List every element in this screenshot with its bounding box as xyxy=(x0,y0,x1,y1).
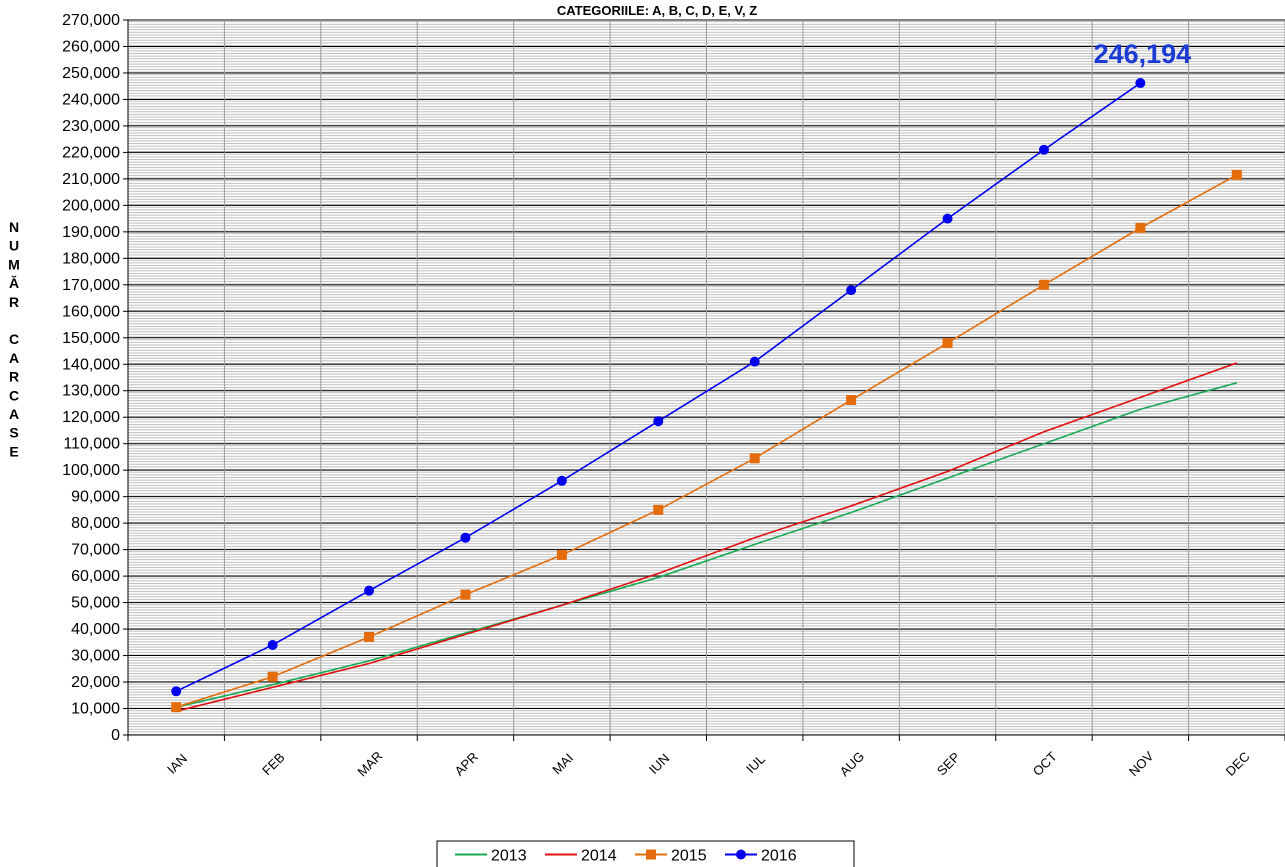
x-tick-label: DEC xyxy=(1223,749,1253,779)
x-tick-label: SEP xyxy=(934,749,963,778)
series-line-2014 xyxy=(176,362,1238,712)
x-tick-label: OCT xyxy=(1030,749,1060,779)
y-tick-label: 10,000 xyxy=(71,701,120,718)
y-tick-label: 170,000 xyxy=(62,277,120,294)
x-tick-label: APR xyxy=(452,749,482,779)
x-tick-label: AUG xyxy=(837,749,868,780)
y-tick-label: 220,000 xyxy=(62,144,120,161)
data-point-2015 xyxy=(749,453,760,464)
legend-label-2013: 2013 xyxy=(491,848,527,865)
data-point-2016 xyxy=(653,416,664,427)
axes xyxy=(127,20,1285,736)
data-point-2016 xyxy=(171,686,182,697)
data-point-2015 xyxy=(653,504,664,515)
data-point-2015 xyxy=(1038,279,1049,290)
x-axis-ticks: IAN FEB MAR APR MAI IUN IUL AUG SEP OCT NOV DEC xyxy=(127,735,1285,780)
data-point-2016 xyxy=(556,475,567,486)
data-point-2015 xyxy=(364,632,375,643)
y-tick-label: 210,000 xyxy=(62,171,120,188)
y-tick-label: 0 xyxy=(111,727,120,744)
y-tick-label: 70,000 xyxy=(71,542,120,559)
y-axis-label-char: A xyxy=(9,406,19,422)
data-point-2016 xyxy=(942,213,953,224)
vertical-gridlines xyxy=(223,20,1285,735)
y-tick-label: 30,000 xyxy=(71,648,120,665)
x-tick-label: NOV xyxy=(1126,748,1157,779)
y-tick-label: 130,000 xyxy=(62,383,120,400)
y-axis-label-char: E xyxy=(9,443,18,459)
y-tick-label: 260,000 xyxy=(62,38,120,55)
x-tick-label: IUL xyxy=(743,751,768,776)
y-axis-label-char: R xyxy=(9,294,19,310)
legend: 2013 2014 2015 2016 xyxy=(436,840,855,867)
y-tick-label: 80,000 xyxy=(71,515,120,532)
y-tick-label: 240,000 xyxy=(62,91,120,108)
legend-label-2014: 2014 xyxy=(581,848,617,865)
chart-title: CATEGORIILE: A, B, C, D, E, V, Z xyxy=(557,3,757,18)
data-point-2015 xyxy=(556,549,567,560)
y-axis-label-char: M xyxy=(8,256,20,272)
y-tick-label: 190,000 xyxy=(62,224,120,241)
y-tick-label: 180,000 xyxy=(62,250,120,267)
y-tick-label: 50,000 xyxy=(71,595,120,612)
y-tick-label: 250,000 xyxy=(62,65,120,82)
y-axis-label-char: U xyxy=(9,238,19,254)
data-point-2016 xyxy=(1038,144,1049,155)
y-axis-label-char: S xyxy=(9,425,18,441)
y-tick-label: 160,000 xyxy=(62,303,120,320)
data-point-2015 xyxy=(942,338,953,349)
y-tick-label: 140,000 xyxy=(62,356,120,373)
y-tick-label: 110,000 xyxy=(63,436,120,453)
series-lines xyxy=(171,78,1242,713)
legend-marker-2016 xyxy=(736,849,746,860)
y-axis-label-char: Ă xyxy=(9,275,19,291)
data-point-2016 xyxy=(846,285,857,296)
series-line-2013 xyxy=(176,382,1238,708)
y-tick-label: 150,000 xyxy=(62,330,120,347)
x-tick-label: FEB xyxy=(259,750,287,778)
y-tick-label: 90,000 xyxy=(71,489,120,506)
legend-label-2015: 2015 xyxy=(671,848,707,865)
data-point-2015 xyxy=(171,702,182,713)
y-axis-label-char: C xyxy=(9,331,19,347)
y-tick-label: 230,000 xyxy=(62,118,120,135)
y-tick-label: 270,000 xyxy=(62,12,120,29)
data-point-2015 xyxy=(846,395,857,406)
x-tick-label: MAI xyxy=(549,750,576,777)
y-tick-label: 120,000 xyxy=(62,409,120,426)
data-point-2016 xyxy=(460,532,471,543)
x-tick-label: MAR xyxy=(354,748,385,779)
y-axis-label-char: N xyxy=(9,219,19,235)
legend-marker-2015 xyxy=(646,849,656,860)
value-callout: 246,194 xyxy=(1094,39,1192,69)
data-point-2016 xyxy=(749,356,760,367)
y-axis-label-char: R xyxy=(9,369,19,385)
data-point-2016 xyxy=(267,639,278,650)
y-tick-label: 40,000 xyxy=(71,621,120,638)
y-axis-ticks: 0 10,000 20,000 30,000 40,000 50,000 60,000 70,… xyxy=(62,12,128,744)
data-point-2016 xyxy=(1135,78,1146,89)
data-point-2015 xyxy=(1231,169,1242,180)
data-point-2015 xyxy=(267,671,278,682)
series-line-2015 xyxy=(175,174,1238,708)
x-tick-label: IAN xyxy=(164,751,190,777)
y-tick-label: 100,000 xyxy=(62,462,120,479)
y-axis-label-char: A xyxy=(9,350,19,366)
legend-label-2016: 2016 xyxy=(761,848,797,865)
data-point-2016 xyxy=(364,585,375,596)
data-point-2015 xyxy=(1135,222,1146,233)
y-tick-label: 200,000 xyxy=(62,197,120,214)
data-point-2015 xyxy=(460,589,471,600)
y-tick-label: 60,000 xyxy=(71,568,120,585)
y-axis-label-char: C xyxy=(9,387,19,403)
x-tick-label: IUN xyxy=(646,751,672,777)
y-tick-label: 20,000 xyxy=(71,674,120,691)
